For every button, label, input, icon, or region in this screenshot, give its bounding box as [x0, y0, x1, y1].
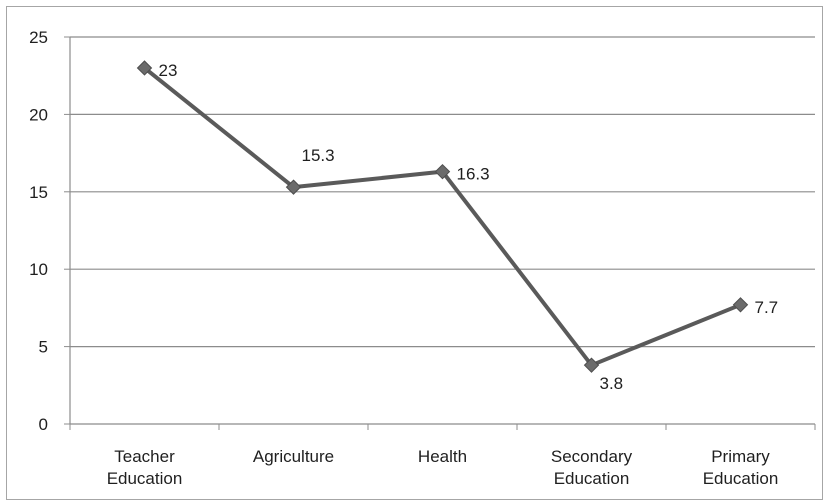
x-tick-label: Secondary Education: [551, 447, 633, 488]
y-tick-label: 10: [29, 260, 48, 279]
data-label: 15.3: [302, 146, 335, 165]
x-tick-label: Health: [418, 447, 467, 466]
y-tick-label: 5: [39, 338, 48, 357]
axes: [64, 36, 816, 430]
x-tick-label: Primary Education: [703, 447, 779, 488]
x-tick-label: Agriculture: [253, 447, 334, 466]
data-label: 16.3: [457, 165, 490, 184]
x-tick-labels: Teacher Education Agriculture Health Seconda…: [107, 447, 779, 488]
x-tick-label: Teacher Education: [107, 447, 183, 488]
gridlines: [70, 36, 815, 348]
data-point-marker: [136, 60, 153, 76]
chart-frame: [6, 6, 823, 500]
y-tick-label: 15: [29, 183, 48, 202]
y-tick-labels: 0 5 10 15 20 25: [29, 28, 48, 434]
series-line: [143, 66, 742, 368]
y-tick-label: 20: [29, 105, 48, 124]
data-point-marker: [583, 357, 600, 373]
data-label: 23: [159, 61, 178, 80]
y-tick-label: 0: [39, 415, 48, 434]
data-point-marker: [732, 297, 749, 313]
data-point-marker: [434, 163, 451, 180]
data-point-marker: [285, 179, 302, 195]
data-labels: 23 15.3 16.3 3.8 7.7: [159, 61, 779, 393]
y-tick-label: 25: [29, 28, 48, 47]
data-label: 3.8: [600, 374, 624, 393]
data-label: 7.7: [755, 298, 779, 317]
series: [136, 60, 749, 373]
